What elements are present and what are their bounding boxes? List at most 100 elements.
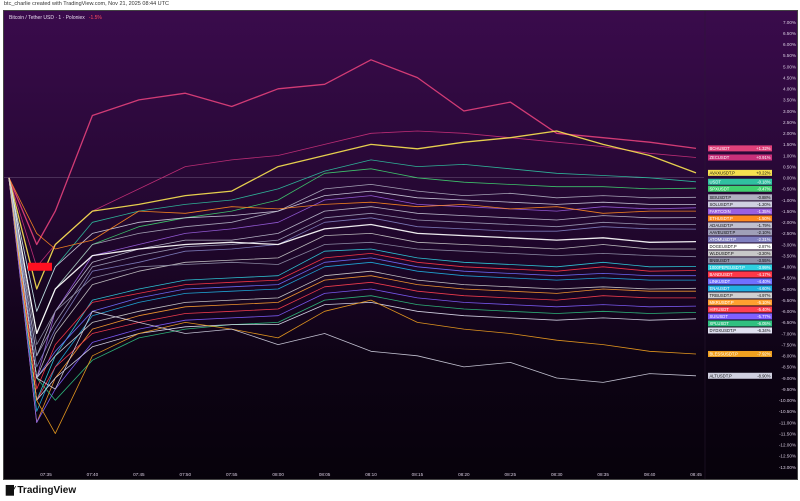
y-tick-label: -8.50%	[781, 365, 796, 370]
price-label-bg	[708, 292, 772, 299]
y-tick-label: -2.00%	[781, 220, 796, 225]
x-tick-label: 07:45	[133, 472, 145, 477]
price-label-value: -4.97%	[757, 293, 771, 298]
y-tick-label: 4.00%	[783, 87, 796, 92]
price-label-bg	[708, 229, 772, 236]
y-tick-label: -7.50%	[781, 342, 796, 347]
y-tick-label: -10.50%	[779, 409, 796, 414]
chart-panel[interactable]: 7.00% 6.50% 6.00% 5.50% 5.00% 4.50% 4.00% 3.50%…	[3, 10, 798, 480]
brand-name: TradingView	[17, 485, 77, 496]
y-tick-label: -9.00%	[781, 376, 796, 381]
price-label-symbol: FARTCOIN	[710, 209, 731, 214]
price-label-bg	[708, 145, 772, 152]
price-label-value: +0.91%	[756, 155, 771, 160]
price-label-symbol: DOGEUSDT.P	[710, 244, 737, 249]
price-label-bchusdt: BCHUSDT +1.32%	[708, 145, 772, 152]
price-label-bg	[708, 222, 772, 229]
y-tick-label: 6.50%	[783, 31, 796, 36]
y-tick-label: 2.00%	[783, 131, 796, 136]
price-label-bg	[708, 320, 772, 327]
series-line-enausdt	[8, 177, 696, 412]
y-tick-label: 0.00%	[783, 176, 796, 181]
series-line-adausdt-p	[8, 177, 697, 357]
y-tick-label: -1.00%	[781, 198, 796, 203]
price-label-value: -5.40%	[757, 307, 771, 312]
price-label-bg	[708, 208, 772, 215]
price-label-value: -2.10%	[757, 230, 771, 235]
price-label-bg	[708, 169, 772, 176]
price-label-bg	[708, 243, 772, 250]
price-label-value: -2.31%	[757, 237, 771, 242]
price-label-bg	[708, 185, 772, 192]
x-tick-label: 08:15	[412, 472, 424, 477]
y-tick-label: 3.50%	[783, 98, 796, 103]
y-tick-label: -8.00%	[781, 354, 796, 359]
price-label-bg	[708, 194, 772, 201]
price-label-bg	[708, 271, 772, 278]
x-tick-label: 07:40	[87, 472, 99, 477]
price-label-fartcoin: FARTCOIN -1.35%	[708, 208, 772, 215]
y-tick-label: 6.00%	[783, 42, 796, 47]
price-label-bnbusdt: BNBUSDT -3.55%	[708, 257, 772, 264]
series-line-avaxusdt-p	[8, 130, 697, 290]
y-tick-label: -1.50%	[781, 209, 796, 214]
price-label-bg	[708, 350, 772, 357]
y-tick-label: 3.00%	[783, 109, 796, 114]
price-label-symbol: AAVEUSDT.P	[710, 230, 736, 235]
series-line-atomusdt-p	[8, 177, 697, 368]
price-label-enausdt: ENAUSDT -4.60%	[708, 285, 772, 292]
price-label-symbol: BANDUSDT	[710, 272, 733, 277]
price-label-value: -0.88%	[757, 195, 771, 200]
x-tick-label: 07:35	[40, 472, 52, 477]
price-label-symbol: XPLUSDT	[710, 321, 730, 326]
price-label-xplusdt: XPLUSDT -6.05%	[708, 320, 772, 327]
price-label-usdt: USDT -0.18%	[708, 178, 772, 185]
price-label-value: -5.10%	[757, 300, 771, 305]
price-label-value: -8.90%	[757, 373, 771, 378]
series-line-blessusdt-p	[8, 177, 697, 435]
series-line-bandusdt	[8, 177, 697, 390]
price-label-suiusdt: SUIUSDT -5.77%	[708, 313, 772, 320]
comparison-line-chart[interactable]: 7.00% 6.50% 6.00% 5.50% 5.00% 4.50% 4.00% 3.50%…	[4, 11, 798, 480]
price-label-altusdt-p: ALTUSDT.P -8.90%	[708, 372, 772, 379]
y-tick-label: 4.50%	[783, 75, 796, 80]
price-label-bg	[708, 285, 772, 292]
x-tick-label: 08:35	[597, 472, 609, 477]
y-tick-label: -7.00%	[781, 331, 796, 336]
price-label-symbol: ATOMUSDT.P	[710, 237, 737, 242]
series-line-wldusdt-p	[8, 177, 696, 379]
y-tick-label: -10.00%	[779, 398, 796, 403]
price-label-value: -3.20%	[757, 251, 771, 256]
price-label-value: -0.18%	[757, 179, 771, 184]
price-label-value: -1.20%	[757, 202, 771, 207]
price-label-bg	[708, 278, 772, 285]
red-marker-tag	[28, 262, 52, 271]
price-label-symbol: MKRUSDT.P	[710, 300, 734, 305]
price-label-bg	[708, 178, 772, 185]
price-label-value: +0.22%	[756, 170, 771, 175]
price-label-atomusdt-p: ATOMUSDT.P -2.31%	[708, 236, 772, 243]
price-label-value: -4.60%	[757, 286, 771, 291]
y-tick-label: -5.00%	[781, 287, 796, 292]
price-label-value: +1.32%	[756, 146, 771, 151]
series-line-hifiusdt	[8, 177, 696, 401]
tradingview-logo-icon: ▇∕	[6, 485, 14, 496]
y-tick-label: -0.50%	[781, 187, 796, 192]
price-label-dogeusdt-p: DOGEUSDT.P -2.87%	[708, 243, 772, 250]
price-label-symbol: USDT	[710, 179, 722, 184]
x-tick-label: 08:30	[551, 472, 563, 477]
x-tick-label: 08:40	[644, 472, 656, 477]
price-label-symbol: ZECUSDT	[710, 155, 730, 160]
price-label-bg	[708, 257, 772, 264]
price-label-symbol: ADAUSDT.P	[710, 223, 734, 228]
y-tick-label: 5.00%	[783, 64, 796, 69]
x-tick-label: 08:20	[458, 472, 470, 477]
price-label-bg	[708, 299, 772, 306]
price-label-symbol: WLDUSDT.P	[710, 251, 734, 256]
price-label-bg	[708, 372, 772, 379]
y-tick-label: -4.00%	[781, 265, 796, 270]
price-label-bg	[708, 306, 772, 313]
symbol-change: -1.5%	[88, 15, 102, 21]
series-line-dogeusdt-p	[8, 177, 697, 335]
price-label-symbol: BLESSUSDT.P	[710, 352, 739, 357]
